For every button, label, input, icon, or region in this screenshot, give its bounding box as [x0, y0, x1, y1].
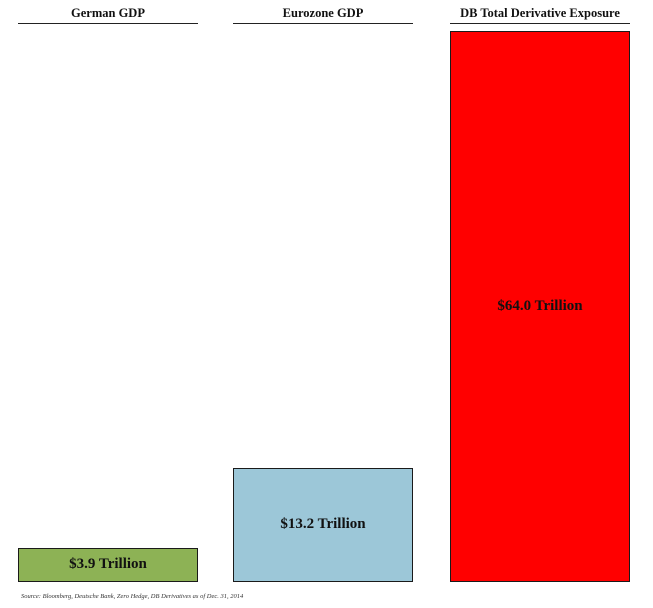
- data-label-db-total-derivative-exposure: $64.0 Trillion: [497, 297, 583, 314]
- data-label-eurozone-gdp: $13.2 Trillion: [280, 516, 366, 533]
- column-title-db-total-derivative-exposure: DB Total Derivative Exposure: [450, 6, 630, 24]
- bar-eurozone-gdp: [233, 468, 413, 582]
- column-title-german-gdp: German GDP: [18, 6, 198, 24]
- data-label-german-gdp: $3.9 Trillion: [69, 556, 147, 573]
- column-title-eurozone-gdp: Eurozone GDP: [233, 6, 413, 24]
- bar-db-total-derivative-exposure: [450, 31, 630, 582]
- bar-german-gdp: [18, 548, 198, 582]
- source-note: Source: Bloomberg, Deutsche Bank, Zero H…: [21, 593, 244, 600]
